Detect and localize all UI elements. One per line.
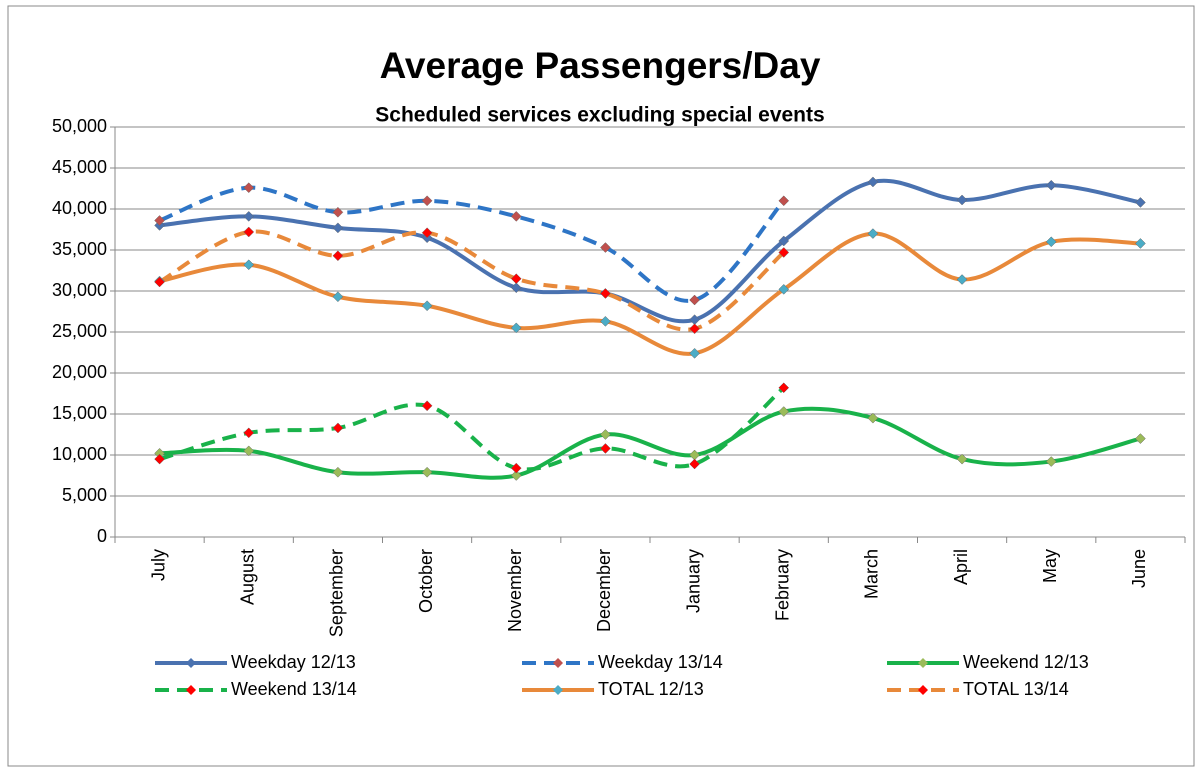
data-point	[778, 247, 790, 258]
y-tick-label: 45,000	[52, 157, 107, 177]
chart-frame	[7, 5, 1195, 767]
y-tick-label: 40,000	[52, 198, 107, 218]
y-tick-label: 30,000	[52, 280, 107, 300]
data-point	[778, 235, 790, 247]
data-point	[689, 294, 700, 306]
x-tick-label: June	[1129, 549, 1149, 588]
data-point	[1135, 238, 1146, 249]
y-tick-label: 0	[97, 526, 107, 546]
data-point	[510, 462, 522, 474]
data-point	[689, 347, 700, 359]
data-point	[1045, 236, 1057, 248]
legend-marker	[186, 685, 196, 695]
data-point	[332, 422, 344, 434]
data-point	[867, 228, 879, 239]
x-tick-label: May	[1040, 549, 1060, 583]
data-point	[243, 211, 255, 222]
data-point	[956, 453, 968, 465]
x-tick-label: October	[416, 549, 436, 613]
data-point	[332, 250, 344, 262]
y-tick-label: 5,000	[62, 485, 107, 505]
data-point	[510, 273, 522, 285]
data-point	[778, 195, 790, 207]
x-tick-label: February	[773, 549, 793, 621]
y-tick-label: 50,000	[52, 116, 107, 136]
data-point	[778, 406, 790, 417]
x-tick-label: December	[594, 549, 614, 632]
data-point	[332, 222, 344, 234]
data-point	[243, 182, 255, 194]
data-point	[1045, 456, 1057, 467]
data-point	[600, 443, 611, 454]
data-point	[332, 206, 344, 218]
x-tick-label: March	[862, 549, 882, 599]
data-point	[956, 274, 968, 285]
x-tick-label: July	[148, 549, 168, 581]
data-point	[689, 458, 700, 470]
legend-marker	[186, 658, 196, 668]
series-line	[159, 386, 786, 472]
data-point	[956, 194, 968, 206]
y-tick-label: 20,000	[52, 362, 107, 382]
data-point	[1135, 197, 1146, 208]
data-point	[600, 429, 611, 440]
data-point	[600, 288, 611, 299]
data-point	[778, 284, 790, 295]
data-point	[243, 445, 255, 457]
data-point	[778, 382, 790, 394]
data-point	[421, 400, 433, 412]
x-tick-label: January	[683, 549, 703, 613]
legend-label: TOTAL 12/13	[598, 679, 704, 699]
legend-label: Weekend 12/13	[963, 652, 1089, 672]
legend-label: Weekend 13/14	[231, 679, 357, 699]
data-point	[510, 470, 522, 481]
chart-subtitle: Scheduled services excluding special eve…	[375, 104, 824, 127]
data-point	[154, 276, 165, 288]
data-point	[154, 453, 165, 465]
series-line	[158, 185, 786, 303]
data-point	[332, 291, 344, 303]
data-point	[421, 300, 433, 312]
x-tick-label: April	[951, 549, 971, 585]
chart-title: Average Passengers/Day	[380, 45, 821, 86]
data-point	[243, 427, 255, 439]
data-point	[600, 242, 611, 253]
y-tick-label: 15,000	[52, 403, 107, 423]
y-tick-label: 10,000	[52, 444, 107, 464]
legend-marker	[918, 685, 928, 695]
x-tick-label: August	[238, 549, 258, 605]
legend-label: Weekday 13/14	[598, 652, 723, 672]
y-tick-label: 35,000	[52, 239, 107, 259]
x-tick-label: September	[327, 549, 347, 637]
legend-marker	[553, 685, 563, 695]
legend-label: TOTAL 13/14	[963, 679, 1069, 699]
data-point	[689, 323, 700, 335]
data-point	[510, 322, 522, 334]
data-point	[1045, 179, 1057, 191]
legend-label: Weekday 12/13	[231, 652, 356, 672]
data-point	[332, 466, 344, 478]
y-tick-label: 25,000	[52, 321, 107, 341]
data-point	[867, 412, 879, 424]
data-point	[1135, 433, 1146, 444]
data-point	[510, 211, 522, 222]
legend-marker	[918, 658, 928, 668]
data-point	[243, 226, 255, 238]
data-point	[421, 195, 433, 207]
data-point	[867, 176, 879, 188]
data-point	[243, 259, 255, 271]
data-point	[421, 227, 433, 239]
data-point	[421, 466, 433, 478]
data-point	[600, 315, 611, 327]
legend-marker	[553, 658, 563, 668]
x-tick-label: November	[505, 549, 525, 632]
data-point	[154, 215, 165, 226]
data-point	[510, 282, 522, 294]
